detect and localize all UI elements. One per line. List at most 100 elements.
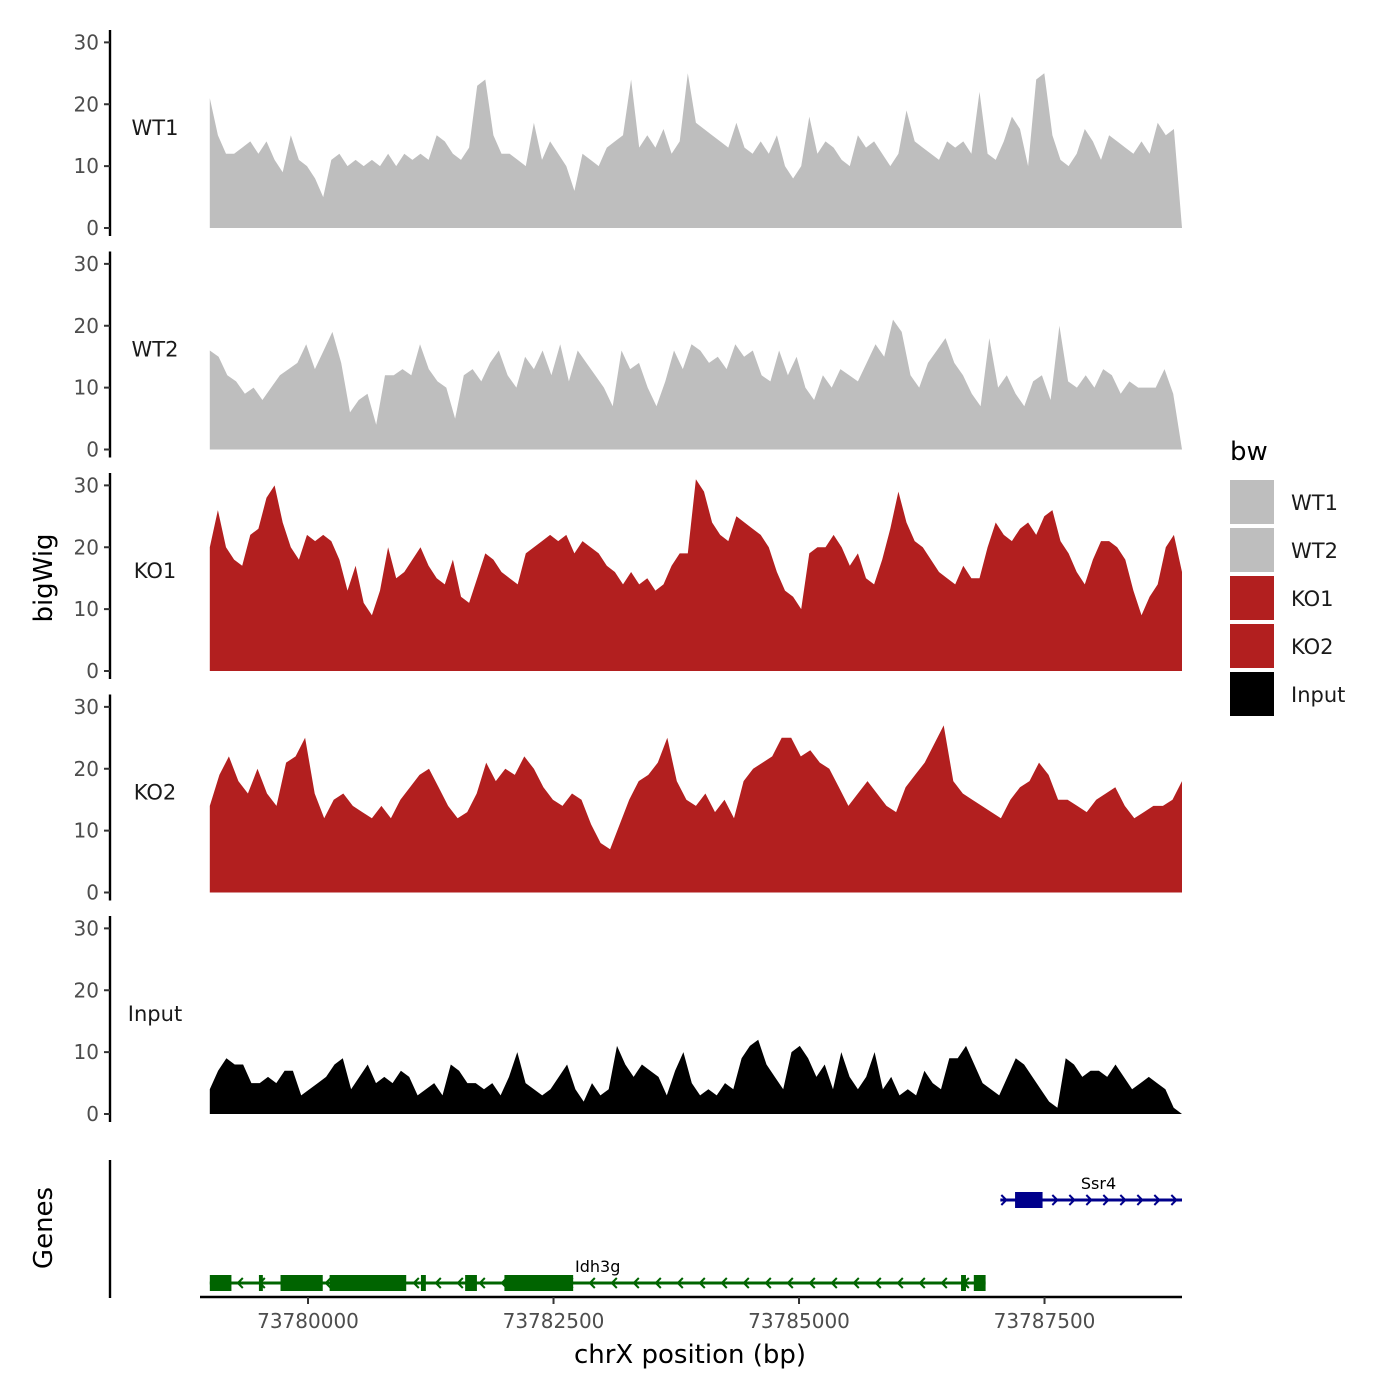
track-label-ko1: KO1 — [134, 559, 177, 583]
y-tick-label: 30 — [74, 252, 99, 276]
y-tick-label: 20 — [74, 978, 99, 1002]
legend-item-input: Input — [1230, 672, 1345, 716]
gene-idh3g-strand-arrow — [632, 1277, 640, 1289]
x-tick-label: 73785000 — [748, 1309, 850, 1333]
x-axis-title: chrX position (bp) — [574, 1340, 806, 1370]
gene-ssr4-strand-arrow — [1170, 1194, 1178, 1206]
gene-idh3g-exon — [973, 1275, 986, 1291]
y-tick-label: 20 — [74, 92, 99, 116]
gene-idh3g-strand-arrow — [324, 1277, 332, 1289]
legend-swatch — [1230, 528, 1274, 572]
legend: WT1 WT2 KO1 KO2 Input — [1230, 480, 1345, 716]
gene-idh3g-strand-arrow — [412, 1277, 420, 1289]
legend-label: KO1 — [1291, 587, 1334, 611]
legend-item-ko2: KO2 — [1230, 624, 1334, 668]
gene-idh3g-strand-arrow — [918, 1277, 926, 1289]
gene-idh3g-strand-arrow — [698, 1277, 706, 1289]
x-axis: 73780000 73782500 73785000 73787500 — [200, 1295, 1182, 1333]
gene-idh3g-strand-arrow — [830, 1277, 838, 1289]
gene-ssr4-strand-arrow — [1136, 1194, 1144, 1206]
gene-ssr4-exon — [1015, 1192, 1043, 1208]
gene-ssr4-strand-arrow — [1153, 1194, 1161, 1206]
gene-ssr4-strand-arrow — [1051, 1194, 1059, 1206]
track-ko2-area — [209, 725, 1183, 893]
gene-idh3g-strand-arrow — [236, 1277, 244, 1289]
gene-idh3g-exon — [280, 1275, 323, 1291]
x-tick-label: 73780000 — [257, 1309, 359, 1333]
y-tick-label: 30 — [74, 695, 99, 719]
gene-idh3g-strand-arrow — [610, 1277, 618, 1289]
gene-idh3g-exon — [209, 1275, 232, 1291]
gene-ssr4-strand-arrow — [1068, 1194, 1076, 1206]
gene-label-idh3g: Idh3g — [575, 1257, 620, 1276]
legend-item-ko1: KO1 — [1230, 576, 1334, 620]
track-label-wt1: WT1 — [132, 116, 179, 140]
y-tick-label: 10 — [74, 597, 99, 621]
y-tick-label: 10 — [74, 376, 99, 400]
gene-idh3g-strand-arrow — [720, 1277, 728, 1289]
track-label-input: Input — [128, 1002, 182, 1026]
track-input: 0 10 20 30 Input — [74, 916, 1183, 1126]
track-wt2: 0 10 20 30 WT2 — [74, 251, 1183, 462]
legend-swatch — [1230, 624, 1274, 668]
track-label-wt2: WT2 — [132, 337, 179, 361]
x-tick-label: 73782500 — [503, 1309, 605, 1333]
y-tick-label: 10 — [74, 154, 99, 178]
y-tick-label: 30 — [74, 916, 99, 940]
gene-idh3g-exon — [329, 1275, 407, 1291]
gene-idh3g-strand-arrow — [478, 1277, 486, 1289]
gene-idh3g-strand-arrow — [742, 1277, 750, 1289]
y-axis-title: bigWig — [29, 533, 59, 622]
legend-swatch — [1230, 672, 1274, 716]
legend-label: Input — [1291, 683, 1345, 707]
gene-ssr4-strand-arrow — [1000, 1194, 1008, 1206]
gene-ssr4-strand-arrow — [1119, 1194, 1127, 1206]
gene-idh3g-strand-arrow — [874, 1277, 882, 1289]
legend-swatch — [1230, 576, 1274, 620]
track-ko2: 0 10 20 30 KO2 — [74, 694, 1183, 905]
track-ko1: 0 10 20 30 KO1 — [74, 473, 1183, 683]
y-tick-label: 0 — [86, 659, 99, 683]
track-wt2-area — [209, 319, 1183, 450]
y-tick-label: 0 — [86, 1102, 99, 1126]
gene-idh3g-exon — [258, 1275, 263, 1291]
gene-idh3g-strand-arrow — [434, 1277, 442, 1289]
track-input-area — [209, 1039, 1183, 1114]
legend-label: WT2 — [1291, 539, 1338, 563]
gene-idh3g-exon — [465, 1275, 477, 1291]
legend-label: KO2 — [1291, 635, 1334, 659]
gene-idh3g-exon — [504, 1275, 574, 1291]
y-tick-label: 30 — [74, 473, 99, 497]
gene-idh3g-exon — [420, 1275, 426, 1291]
gene-idh3g-exon — [961, 1275, 966, 1291]
y-tick-label: 0 — [86, 881, 99, 905]
y-tick-label: 20 — [74, 535, 99, 559]
gene-idh3g-strand-arrow — [676, 1277, 684, 1289]
gene-ssr4: Ssr4 — [1000, 1174, 1182, 1208]
y-tick-label: 0 — [86, 216, 99, 240]
gene-idh3g-strand-arrow — [852, 1277, 860, 1289]
y-tick-label: 20 — [74, 757, 99, 781]
legend-swatch — [1230, 480, 1274, 524]
y-tick-label: 10 — [74, 819, 99, 843]
y-tick-label: 30 — [74, 30, 99, 54]
gene-idh3g-strand-arrow — [786, 1277, 794, 1289]
genes-panel-title: Genes — [29, 1187, 59, 1269]
y-tick-label: 10 — [74, 1040, 99, 1064]
track-wt1: 0 10 20 30 WT1 — [74, 30, 1183, 240]
y-tick-label: 20 — [74, 314, 99, 338]
gene-label-ssr4: Ssr4 — [1081, 1174, 1116, 1193]
gene-idh3g-strand-arrow — [588, 1277, 596, 1289]
track-wt1-area — [209, 73, 1183, 228]
gene-idh3g-strand-arrow — [654, 1277, 662, 1289]
x-tick-label: 73787500 — [994, 1309, 1096, 1333]
gene-ssr4-strand-arrow — [1085, 1194, 1093, 1206]
gene-idh3g: Idh3g — [209, 1257, 986, 1291]
gene-ssr4-strand-arrow — [1102, 1194, 1110, 1206]
legend-title: bw — [1230, 437, 1268, 467]
y-tick-label: 0 — [86, 438, 99, 462]
track-ko1-area — [209, 479, 1183, 671]
legend-label: WT1 — [1291, 491, 1338, 515]
gene-idh3g-strand-arrow — [896, 1277, 904, 1289]
